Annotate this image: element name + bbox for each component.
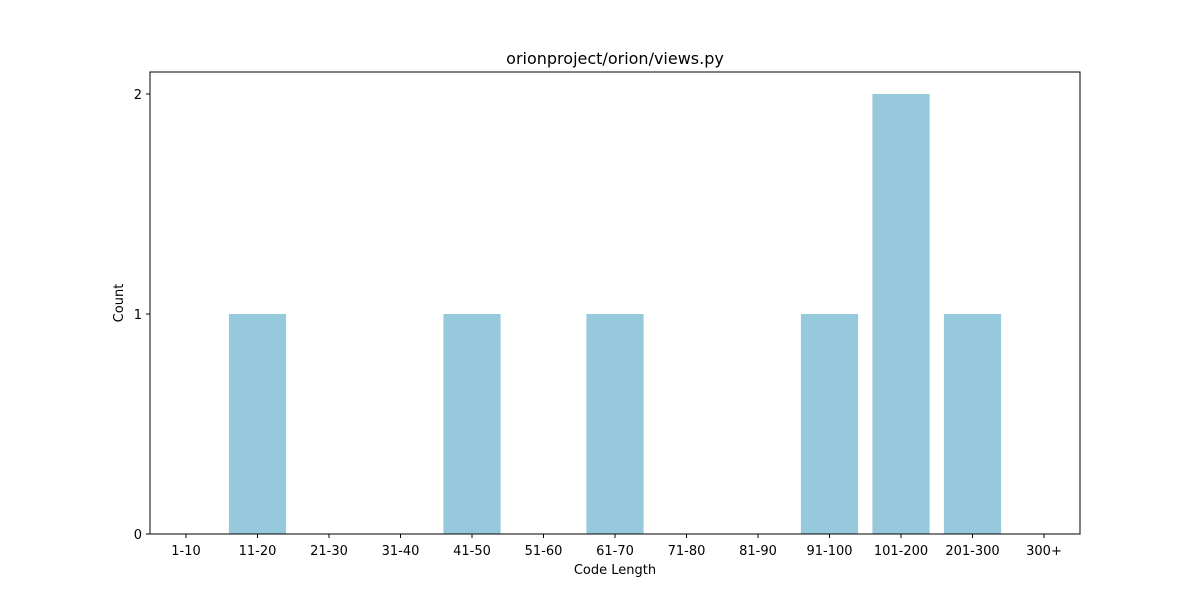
x-tick-label: 91-100 [806,544,852,559]
bars-layer [228,94,1002,534]
bar-41-50 [443,314,501,534]
bar-61-70 [586,314,644,534]
x-tick-label: 21-30 [310,544,348,559]
x-ticks: 1-10 11-20 21-30 31-40 41-50 51-60 61-70 71-80 8… [171,534,1062,559]
x-tick-label: 71-80 [668,544,706,559]
x-tick-label: 41-50 [453,544,491,559]
x-tick-label: 101-200 [874,544,928,559]
bar-91-100 [800,314,859,534]
x-tick-label: 31-40 [382,544,420,559]
x-tick-label: 61-70 [596,544,634,559]
x-axis-label: Code Length [574,563,656,578]
x-tick-label: 300+ [1026,544,1062,559]
bar-11-20 [228,314,287,534]
bar-101-200 [872,94,930,534]
x-tick-label: 11-20 [239,544,277,559]
y-ticks: 0 1 2 [134,88,150,543]
x-tick-label: 1-10 [171,544,201,559]
y-tick-label: 2 [134,88,142,103]
y-axis-label: Count [112,284,127,323]
bar-201-300 [943,314,1002,534]
y-tick-label: 1 [134,308,142,323]
x-tick-label: 81-90 [739,544,777,559]
x-tick-label: 51-60 [525,544,563,559]
x-tick-label: 201-300 [945,544,999,559]
y-tick-label: 0 [134,528,142,543]
chart-title: orionproject/orion/views.py [506,49,724,68]
